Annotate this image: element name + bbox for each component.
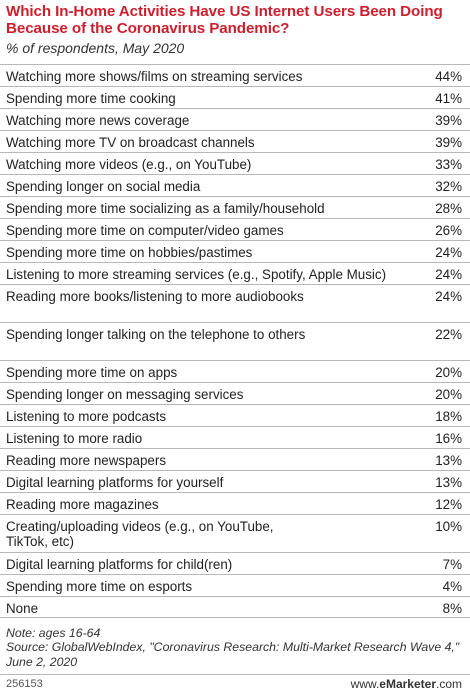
- row-value: 28%: [435, 201, 462, 216]
- row-value: 13%: [435, 453, 462, 468]
- chart-title: Which In-Home Activities Have US Interne…: [6, 3, 443, 37]
- row-value: 13%: [435, 475, 462, 490]
- row-value: 33%: [435, 157, 462, 172]
- row-value: 39%: [435, 135, 462, 150]
- row-label: Watching more videos (e.g., on YouTube): [6, 157, 252, 172]
- row-label: Spending longer on messaging services: [6, 387, 244, 402]
- table-row: Spending longer on social media 32%: [0, 174, 470, 196]
- row-label: Listening to more radio: [6, 431, 143, 446]
- row-label: Spending more time on esports: [6, 579, 193, 594]
- row-label: Spending more time on hobbies/pastimes: [6, 245, 253, 260]
- row-label: Watching more TV on broadcast channels: [6, 135, 255, 150]
- table-row: Listening to more streaming services (e.…: [0, 262, 470, 284]
- table-row: Listening to more podcasts 18%: [0, 404, 470, 426]
- table-row: Watching more shows/films on streaming s…: [0, 64, 470, 86]
- row-value: 26%: [435, 223, 462, 238]
- chart-subtitle: % of respondents, May 2020: [6, 40, 185, 56]
- row-value: 7%: [442, 557, 462, 572]
- row-label: Digital learning platforms for child(ren…: [6, 557, 233, 572]
- row-label: Reading more books/listening to more aud…: [6, 289, 304, 304]
- note-text: Note: ages 16-64: [6, 626, 101, 640]
- table-row: Reading more newspapers 13%: [0, 448, 470, 470]
- table-row: Spending longer talking on the telephone…: [0, 322, 470, 360]
- table-row: Creating/uploading videos (e.g., on YouT…: [0, 514, 470, 552]
- table-row: Watching more TV on broadcast channels 39…: [0, 130, 470, 152]
- row-value: 20%: [435, 387, 462, 402]
- row-label: Creating/uploading videos (e.g., on YouT…: [6, 519, 274, 550]
- brand-name: eMarketer: [379, 677, 436, 691]
- row-value: 4%: [442, 579, 462, 594]
- row-value: 41%: [435, 91, 462, 106]
- table-row: Reading more books/listening to more aud…: [0, 284, 470, 322]
- table-row: Watching more news coverage 39%: [0, 108, 470, 130]
- table-row: Spending more time on computer/video gam…: [0, 218, 470, 240]
- row-value: 24%: [435, 267, 462, 282]
- row-label: Spending longer on social media: [6, 179, 201, 194]
- brand-logo: www.eMarketer.com: [351, 677, 462, 691]
- row-label: Listening to more streaming services (e.…: [6, 267, 387, 282]
- table-row: Digital learning platforms for child(ren…: [0, 552, 470, 574]
- row-value: 12%: [435, 497, 462, 512]
- row-value: 18%: [435, 409, 462, 424]
- row-value: 16%: [435, 431, 462, 446]
- row-label: Watching more shows/films on streaming s…: [6, 69, 303, 84]
- row-value: 39%: [435, 113, 462, 128]
- source-text: Source: GlobalWebIndex, "Coronavirus Res…: [6, 640, 460, 669]
- row-label: Reading more magazines: [6, 497, 159, 512]
- row-label: None: [6, 601, 39, 616]
- table-row: Spending more time cooking 41%: [0, 86, 470, 108]
- row-value: 20%: [435, 365, 462, 380]
- chart-notes: Note: ages 16-64 Source: GlobalWebIndex,…: [6, 626, 466, 669]
- row-label: Spending longer talking on the telephone…: [6, 327, 306, 342]
- row-label: Reading more newspapers: [6, 453, 167, 468]
- row-label: Digital learning platforms for yourself: [6, 475, 224, 490]
- row-value: 22%: [435, 327, 462, 342]
- row-value: 24%: [435, 245, 462, 260]
- brand-prefix: www.: [350, 677, 380, 691]
- table-row: Spending more time on hobbies/pastimes 24…: [0, 240, 470, 262]
- row-value: 32%: [435, 179, 462, 194]
- brand-suffix: .com: [435, 677, 462, 691]
- table-row: Spending more time on esports 4%: [0, 574, 470, 596]
- table-row: Spending more time on apps 20%: [0, 360, 470, 382]
- row-value: 8%: [442, 601, 462, 616]
- table-row: Spending longer on messaging services 20%: [0, 382, 470, 404]
- data-table: Watching more shows/films on streaming s…: [0, 64, 470, 618]
- table-row: Reading more magazines 12%: [0, 492, 470, 514]
- row-label: Watching more news coverage: [6, 113, 190, 128]
- row-value: 24%: [435, 289, 462, 304]
- chart-footer: 256153 www.eMarketer.com: [0, 674, 470, 693]
- table-row: Digital learning platforms for yourself 1…: [0, 470, 470, 492]
- row-label: Spending more time on apps: [6, 365, 178, 380]
- row-value: 10%: [435, 519, 462, 534]
- row-value: 44%: [435, 69, 462, 84]
- table-row: Spending more time socializing as a fami…: [0, 196, 470, 218]
- row-label: Spending more time socializing as a fami…: [6, 201, 325, 216]
- row-label: Spending more time on computer/video gam…: [6, 223, 284, 238]
- row-label: Listening to more podcasts: [6, 409, 167, 424]
- row-label: Spending more time cooking: [6, 91, 176, 106]
- table-row: Listening to more radio 16%: [0, 426, 470, 448]
- table-row: Watching more videos (e.g., on YouTube) 3…: [0, 152, 470, 174]
- table-row: None 8%: [0, 596, 470, 618]
- chart-id: 256153: [6, 678, 43, 690]
